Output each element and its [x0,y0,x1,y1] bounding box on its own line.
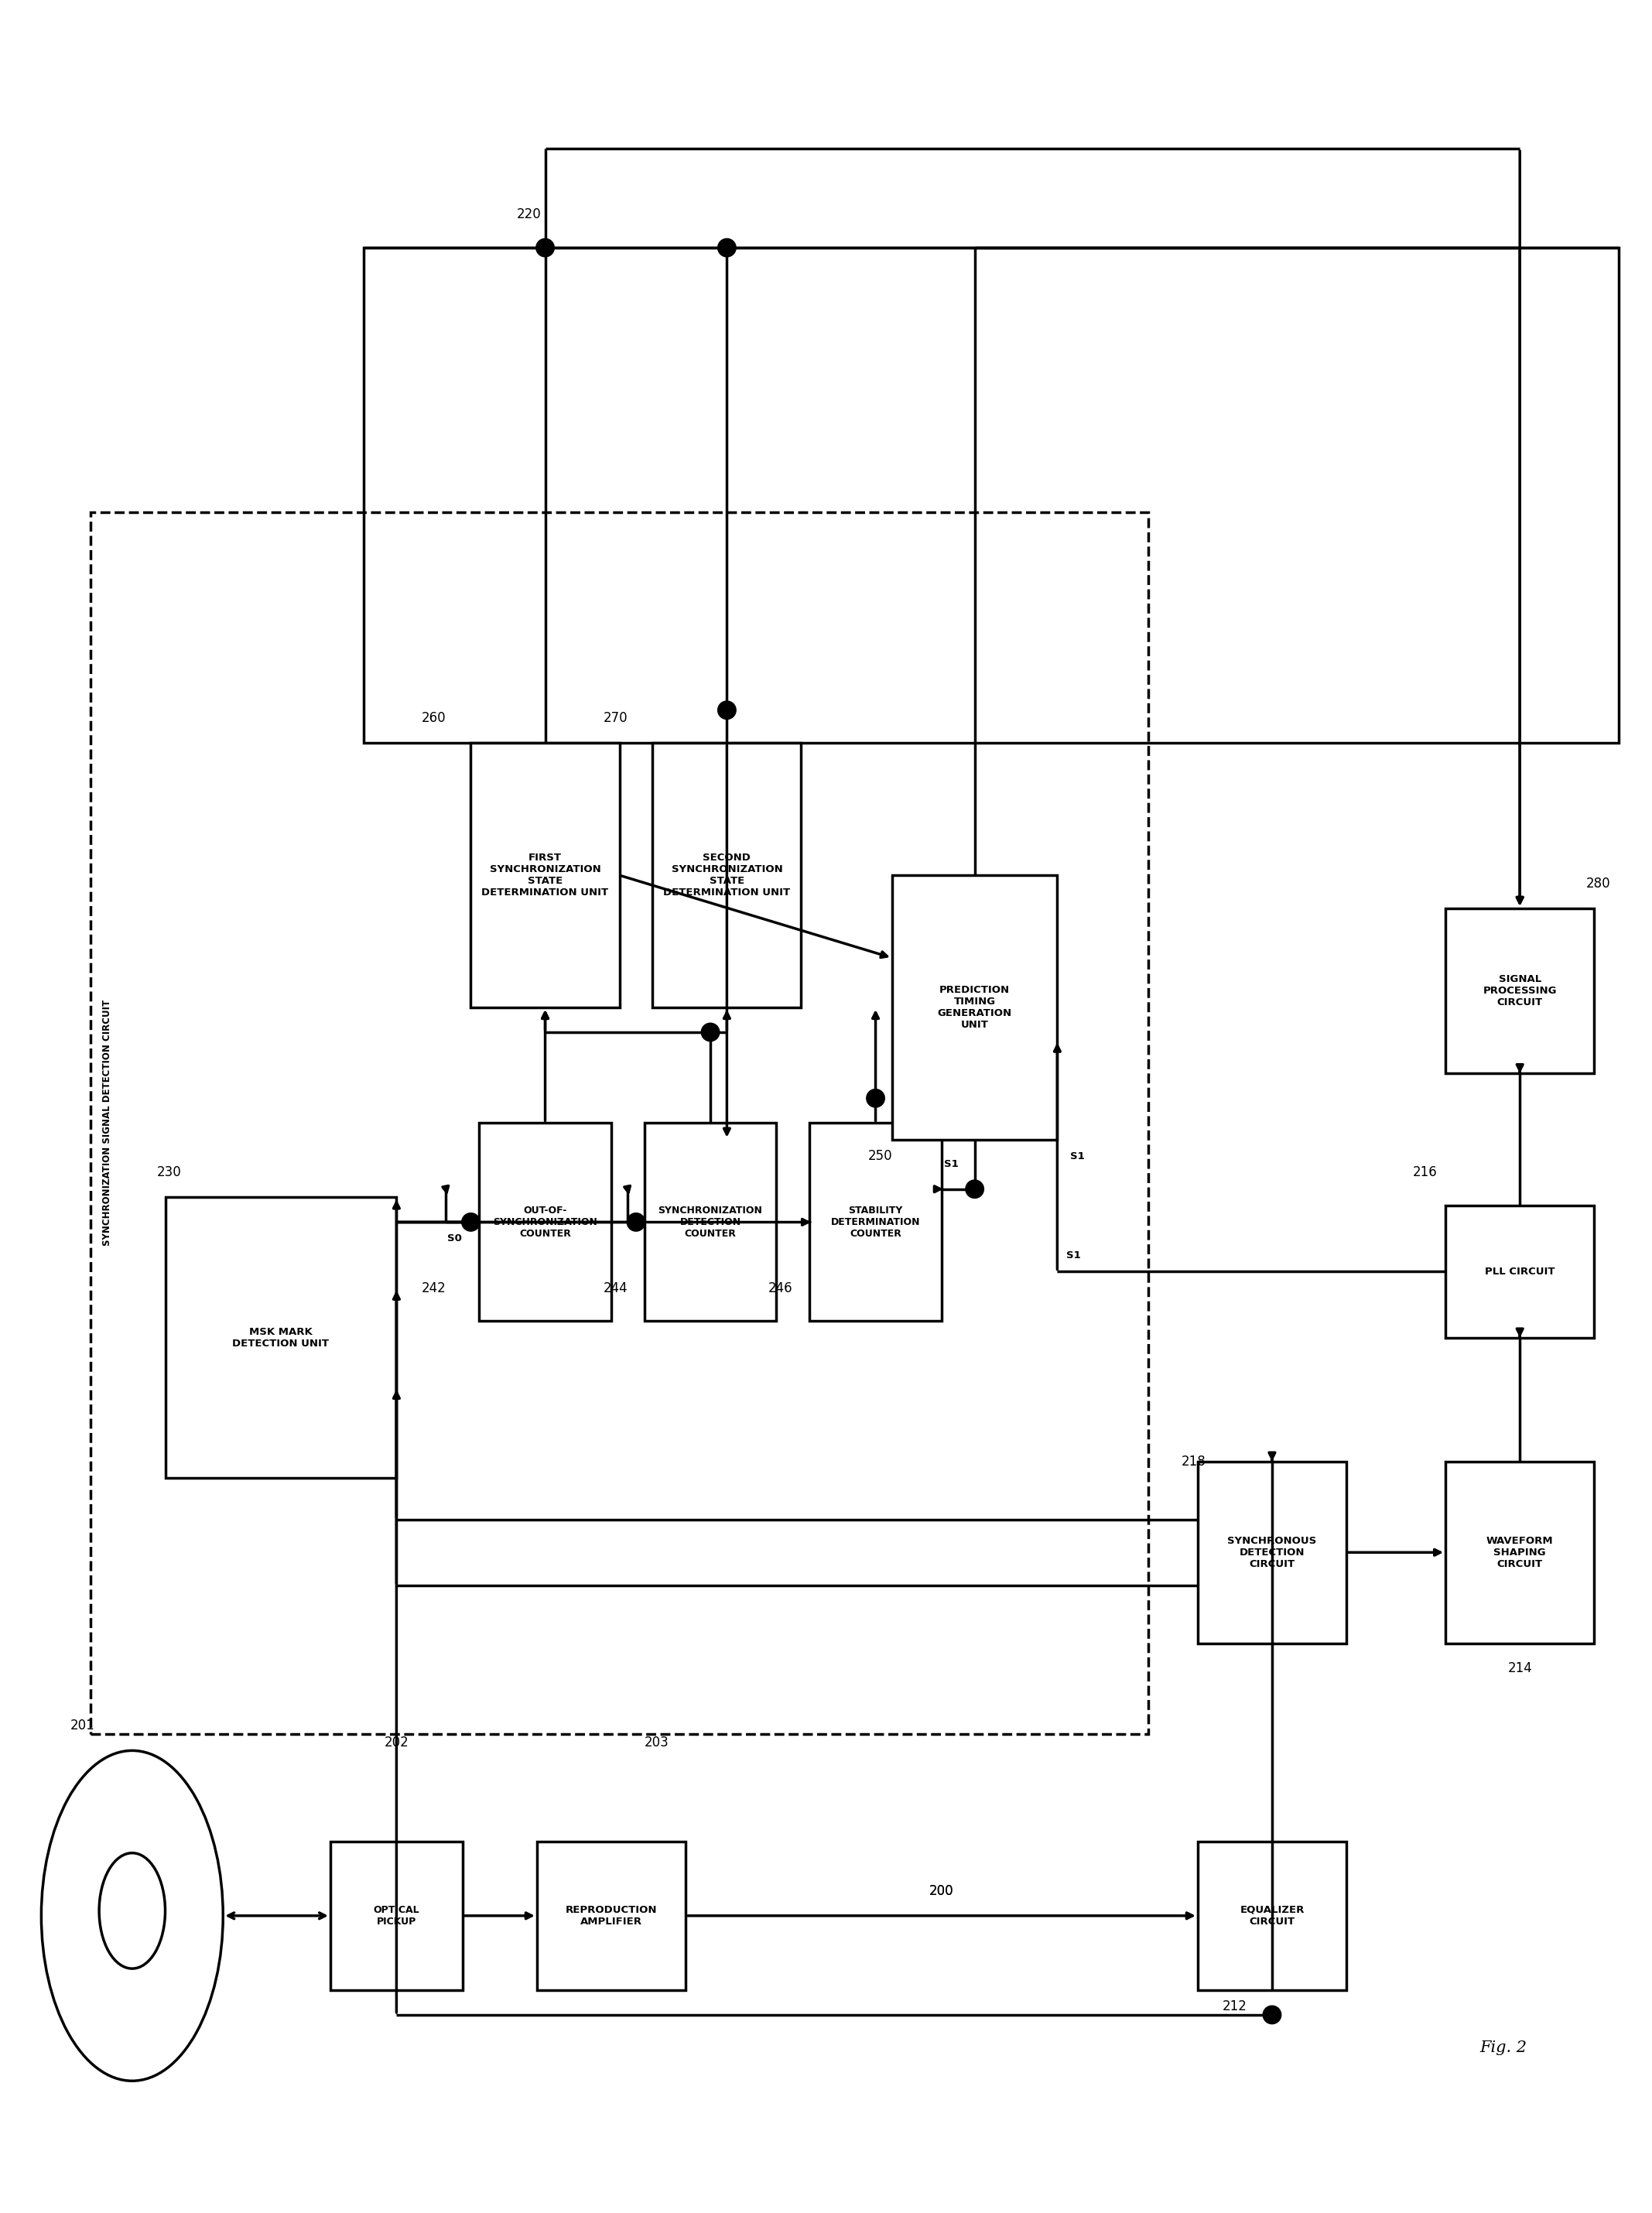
Text: S1: S1 [943,1160,958,1168]
Text: OUT-OF-
SYNCHRONIZATION
COUNTER: OUT-OF- SYNCHRONIZATION COUNTER [492,1206,598,1239]
Text: SECOND
SYNCHRONIZATION
STATE
DETERMINATION UNIT: SECOND SYNCHRONIZATION STATE DETERMINATI… [664,852,790,898]
Text: SIGNAL
PROCESSING
CIRCUIT: SIGNAL PROCESSING CIRCUIT [1483,974,1556,1007]
Text: 212: 212 [1222,2001,1247,2014]
Text: REPRODUCTION
AMPLIFIER: REPRODUCTION AMPLIFIER [565,1905,657,1928]
Text: Fig. 2: Fig. 2 [1480,2040,1526,2056]
Text: PREDICTION
TIMING
GENERATION
UNIT: PREDICTION TIMING GENERATION UNIT [937,985,1013,1029]
FancyBboxPatch shape [330,1841,463,1989]
FancyBboxPatch shape [165,1197,396,1478]
Circle shape [463,1213,479,1230]
Circle shape [867,1089,885,1106]
Ellipse shape [41,1750,223,2080]
Text: 203: 203 [644,1735,669,1748]
Text: SYNCHRONOUS
DETECTION
CIRCUIT: SYNCHRONOUS DETECTION CIRCUIT [1227,1536,1317,1569]
Text: EQUALIZER
CIRCUIT: EQUALIZER CIRCUIT [1239,1905,1305,1928]
Circle shape [702,1022,720,1042]
Text: 218: 218 [1181,1454,1206,1469]
Text: MSK MARK
DETECTION UNIT: MSK MARK DETECTION UNIT [233,1328,329,1348]
Text: 216: 216 [1412,1166,1437,1180]
Text: 280: 280 [1586,876,1611,890]
Text: STABILITY
DETERMINATION
COUNTER: STABILITY DETERMINATION COUNTER [831,1206,920,1239]
Text: 220: 220 [517,208,540,221]
Text: 242: 242 [421,1281,446,1295]
FancyBboxPatch shape [809,1122,942,1321]
Circle shape [965,1180,985,1197]
Text: 230: 230 [157,1166,182,1180]
Text: PLL CIRCUIT: PLL CIRCUIT [1485,1266,1555,1277]
FancyBboxPatch shape [892,876,1057,1140]
Text: 201: 201 [71,1720,94,1733]
Circle shape [628,1213,644,1230]
FancyBboxPatch shape [1198,1841,1346,1989]
Text: 246: 246 [768,1281,793,1295]
Text: 200: 200 [930,1883,953,1899]
Text: 250: 250 [867,1149,892,1164]
Text: OPTICAL
PICKUP: OPTICAL PICKUP [373,1905,420,1928]
Text: 244: 244 [603,1281,628,1295]
FancyBboxPatch shape [537,1841,686,1989]
FancyBboxPatch shape [1446,907,1594,1073]
Text: SYNCHRONIZATION
DETECTION
COUNTER: SYNCHRONIZATION DETECTION COUNTER [657,1206,763,1239]
Text: FIRST
SYNCHRONIZATION
STATE
DETERMINATION UNIT: FIRST SYNCHRONIZATION STATE DETERMINATIO… [482,852,608,898]
Circle shape [1262,2005,1282,2025]
FancyBboxPatch shape [471,744,620,1007]
Circle shape [719,702,737,719]
Ellipse shape [99,1852,165,1970]
FancyBboxPatch shape [1446,1461,1594,1644]
FancyBboxPatch shape [1446,1206,1594,1337]
FancyBboxPatch shape [653,744,801,1007]
FancyBboxPatch shape [1198,1461,1346,1644]
Text: 270: 270 [603,710,628,726]
FancyBboxPatch shape [644,1122,776,1321]
Text: 214: 214 [1508,1662,1531,1675]
Text: S0: S0 [448,1233,461,1244]
Text: WAVEFORM
SHAPING
CIRCUIT: WAVEFORM SHAPING CIRCUIT [1487,1536,1553,1569]
Text: S1: S1 [1070,1151,1085,1162]
Text: S1: S1 [1067,1250,1080,1259]
Text: SYNCHRONIZATION SIGNAL DETECTION CIRCUIT: SYNCHRONIZATION SIGNAL DETECTION CIRCUIT [102,1000,112,1246]
Circle shape [719,239,737,257]
Circle shape [537,239,555,257]
Text: 202: 202 [385,1735,408,1748]
Text: 260: 260 [421,710,446,726]
FancyBboxPatch shape [479,1122,611,1321]
Text: 200: 200 [930,1883,953,1899]
